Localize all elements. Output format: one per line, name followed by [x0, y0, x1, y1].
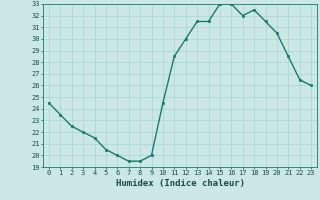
X-axis label: Humidex (Indice chaleur): Humidex (Indice chaleur) [116, 179, 244, 188]
